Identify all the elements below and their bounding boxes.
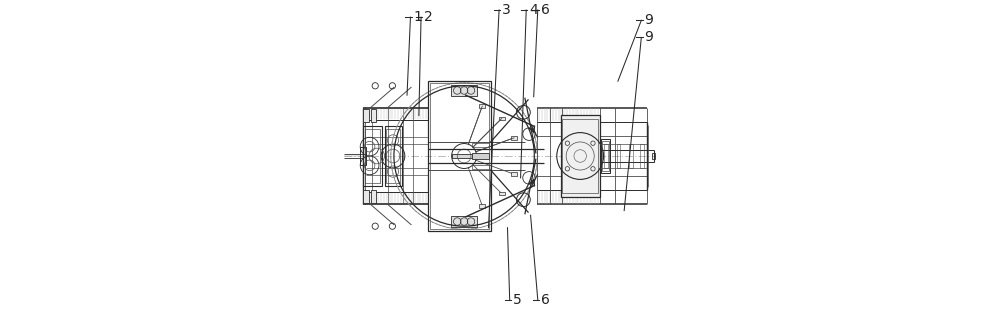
- Bar: [479, 204, 485, 208]
- Text: 6: 6: [541, 3, 550, 17]
- Text: 2: 2: [424, 10, 433, 24]
- Bar: [371, 190, 376, 203]
- Bar: [604, 144, 608, 168]
- Bar: [363, 109, 369, 122]
- Bar: [363, 126, 382, 186]
- Bar: [428, 81, 491, 231]
- Bar: [499, 192, 505, 195]
- Bar: [601, 139, 610, 173]
- Bar: [360, 147, 366, 165]
- Bar: [451, 85, 477, 96]
- Bar: [652, 153, 655, 159]
- Text: 9: 9: [644, 13, 653, 27]
- Bar: [472, 153, 489, 159]
- Text: 4: 4: [529, 3, 538, 17]
- Bar: [629, 144, 633, 168]
- Bar: [430, 83, 489, 229]
- Bar: [640, 144, 644, 168]
- Bar: [472, 143, 489, 147]
- Bar: [371, 109, 376, 122]
- Text: 5: 5: [513, 293, 522, 306]
- Bar: [602, 141, 609, 171]
- Bar: [451, 216, 477, 227]
- Text: 3: 3: [502, 3, 511, 17]
- Bar: [365, 129, 380, 183]
- Bar: [452, 154, 477, 158]
- Text: 9: 9: [644, 31, 653, 44]
- Bar: [363, 190, 369, 203]
- Text: 1: 1: [414, 10, 422, 24]
- Bar: [385, 126, 402, 186]
- Bar: [561, 115, 600, 197]
- Text: 6: 6: [541, 293, 550, 306]
- Bar: [479, 104, 485, 108]
- Bar: [472, 165, 489, 169]
- Bar: [499, 117, 505, 120]
- Bar: [617, 144, 620, 168]
- Bar: [511, 172, 517, 176]
- Bar: [511, 136, 517, 140]
- Bar: [386, 129, 400, 183]
- Bar: [562, 119, 598, 193]
